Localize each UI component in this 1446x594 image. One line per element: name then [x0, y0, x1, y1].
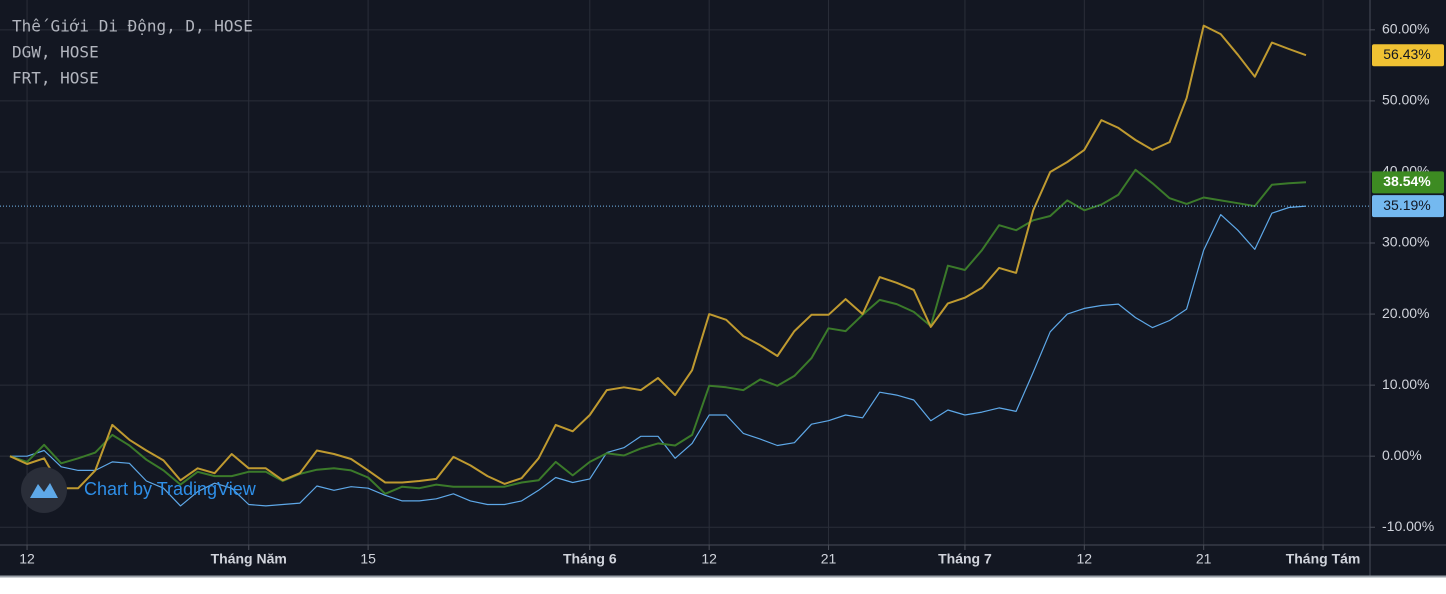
- legend-entry: Thế Giới Di Động, D, HOSE: [12, 17, 253, 36]
- y-tick-label: -10.00%: [1382, 518, 1434, 534]
- y-tick-label: 20.00%: [1382, 305, 1429, 321]
- x-tick-label: 21: [821, 551, 837, 567]
- legend-entry: DGW, HOSE: [12, 43, 99, 62]
- y-tick-label: 10.00%: [1382, 376, 1429, 392]
- x-tick-label: 12: [701, 551, 717, 567]
- value-badge: [1372, 195, 1444, 218]
- watermark-text: Chart by TradingView: [84, 479, 257, 499]
- legend-entry: FRT, HOSE: [12, 69, 99, 88]
- value-badge: [1372, 171, 1444, 194]
- plot: [0, 24, 1370, 507]
- series-line: [10, 205, 1307, 507]
- watermark-icon-shape: [30, 483, 58, 498]
- x-tick-label: 12: [19, 551, 35, 567]
- legend: Thế Giới Di Động, D, HOSE DGW, HOSE FRT, H…: [12, 17, 253, 88]
- x-tick-label: Tháng 6: [563, 551, 617, 567]
- x-tick-label: Tháng Năm: [211, 551, 287, 567]
- x-tick-label: Tháng Tám: [1286, 551, 1361, 567]
- y-tick-label: 50.00%: [1382, 92, 1429, 108]
- value-badge: [1372, 44, 1444, 67]
- value-badge-label: 56.43%: [1383, 46, 1430, 62]
- y-tick-label: 0.00%: [1382, 447, 1422, 463]
- watermark-icon: [21, 467, 67, 513]
- x-tick-label: Tháng 7: [938, 551, 992, 567]
- series-line: [9, 24, 1307, 490]
- y-tick-label: 60.00%: [1382, 21, 1429, 37]
- x-tick-label: 15: [360, 551, 376, 567]
- value-badge-label: 38.54%: [1383, 173, 1431, 189]
- watermark: Chart by TradingView: [21, 467, 257, 513]
- value-badge-label: 35.19%: [1383, 197, 1430, 213]
- x-tick-label: 12: [1077, 551, 1093, 567]
- y-tick-label: 30.00%: [1382, 234, 1429, 250]
- x-tick-label: 21: [1196, 551, 1212, 567]
- series-line: [9, 168, 1307, 495]
- background: [0, 0, 1446, 576]
